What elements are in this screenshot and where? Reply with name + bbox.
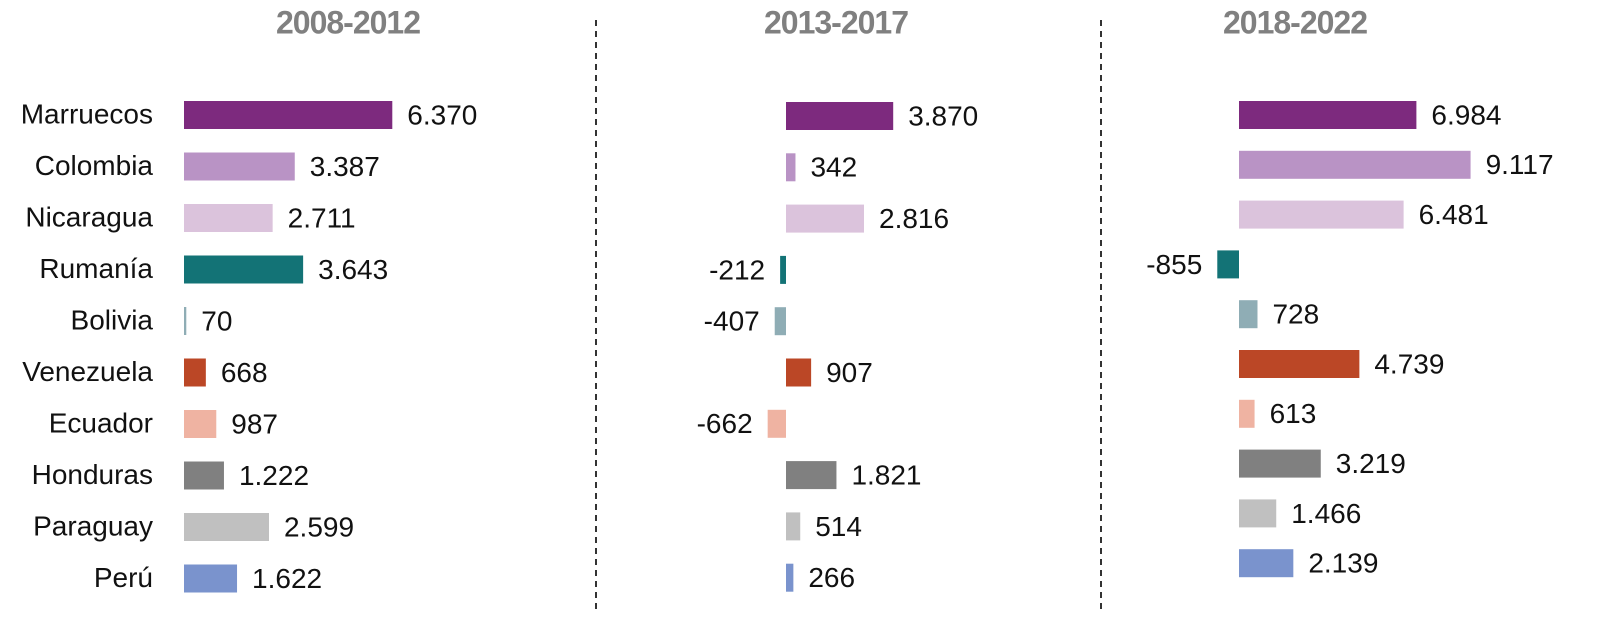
bar xyxy=(786,512,801,541)
bar xyxy=(1239,350,1360,378)
value-label: 2.711 xyxy=(288,202,356,233)
category-label: Bolivia xyxy=(71,304,154,335)
panel-title: 2013-2017 xyxy=(764,4,908,40)
bar xyxy=(184,564,238,593)
value-label: 6.984 xyxy=(1431,99,1501,130)
bar xyxy=(786,204,865,233)
bar xyxy=(1239,150,1471,179)
category-label: Paraguay xyxy=(33,510,153,541)
bar xyxy=(786,461,837,490)
value-label: -212 xyxy=(709,254,765,285)
bar xyxy=(184,461,224,490)
bar xyxy=(786,563,794,592)
bar xyxy=(786,102,894,130)
bar xyxy=(1239,101,1417,129)
value-label: 266 xyxy=(808,562,855,593)
value-label: 3.643 xyxy=(318,254,388,285)
category-label: Ecuador xyxy=(49,407,153,438)
value-label: -855 xyxy=(1146,249,1202,280)
bar xyxy=(184,101,393,129)
value-label: 2.816 xyxy=(879,203,949,234)
value-label: 3.870 xyxy=(908,100,978,131)
value-label: 2.139 xyxy=(1308,548,1378,579)
value-label: 987 xyxy=(231,408,278,439)
bar xyxy=(184,152,295,181)
value-label: 907 xyxy=(826,357,873,388)
value-label: 70 xyxy=(201,305,232,336)
bar xyxy=(184,307,187,335)
bar xyxy=(184,358,206,387)
category-label: Nicaragua xyxy=(25,201,153,232)
value-label: 3.387 xyxy=(310,151,380,182)
bar xyxy=(774,307,786,336)
value-label: 4.739 xyxy=(1374,348,1444,379)
bar xyxy=(1239,399,1255,428)
value-label: 6.370 xyxy=(407,99,477,130)
value-label: 6.481 xyxy=(1419,199,1489,230)
value-label: 9.117 xyxy=(1486,149,1554,180)
bar xyxy=(184,513,269,541)
bar xyxy=(1239,549,1294,578)
category-label: Rumanía xyxy=(39,253,153,284)
value-label: 514 xyxy=(815,511,862,542)
bar xyxy=(767,409,786,438)
category-label: Perú xyxy=(94,562,153,593)
bar xyxy=(1239,499,1277,528)
value-label: 1.622 xyxy=(252,563,322,594)
value-label: 1.222 xyxy=(239,460,309,491)
bar xyxy=(184,204,273,232)
value-label: 668 xyxy=(221,357,268,388)
bar xyxy=(780,255,786,284)
value-label: 1.466 xyxy=(1291,498,1361,529)
bar xyxy=(786,358,812,387)
value-label: -662 xyxy=(697,408,753,439)
value-label: 342 xyxy=(810,152,857,183)
bar xyxy=(184,410,217,438)
bar xyxy=(1217,250,1239,279)
bar xyxy=(786,153,796,182)
panel-title: 2008-2012 xyxy=(276,4,420,40)
bar xyxy=(1239,300,1258,329)
panel-title: 2018-2022 xyxy=(1223,4,1367,40)
category-label: Colombia xyxy=(35,150,154,181)
bar xyxy=(1239,449,1321,478)
category-label: Venezuela xyxy=(22,356,153,387)
bar xyxy=(184,255,304,284)
category-label: Honduras xyxy=(32,459,153,490)
value-label: 613 xyxy=(1270,398,1317,429)
value-label: 2.599 xyxy=(284,511,354,542)
value-label: -407 xyxy=(704,306,760,337)
category-label: Marruecos xyxy=(21,98,153,129)
value-label: 728 xyxy=(1272,299,1319,330)
value-label: 1.821 xyxy=(851,459,921,490)
value-label: 3.219 xyxy=(1336,448,1406,479)
bar xyxy=(1239,200,1404,229)
